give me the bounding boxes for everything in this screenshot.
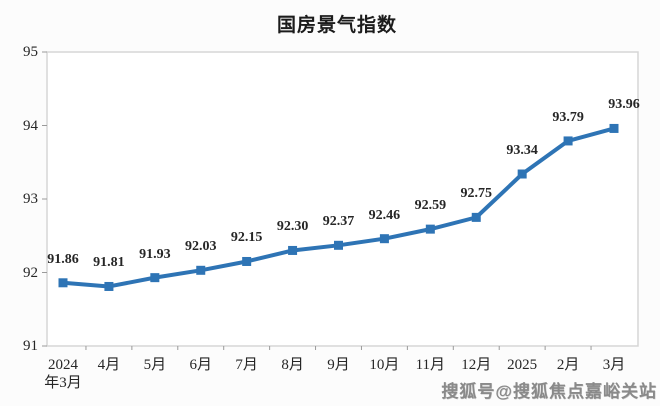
data-point-marker xyxy=(196,265,206,275)
data-point-marker xyxy=(150,273,160,283)
data-point-marker xyxy=(425,224,435,234)
y-axis-tick-label: 91 xyxy=(23,338,38,354)
data-point-marker xyxy=(334,240,343,250)
x-axis-tick-label: 10月 xyxy=(369,357,400,373)
x-axis-tick-label: 8月 xyxy=(281,357,304,373)
y-axis-tick-label: 94 xyxy=(23,117,38,134)
y-axis-tick-label: 95 xyxy=(23,44,38,60)
data-point-label: 91.81 xyxy=(93,255,125,271)
data-point-marker xyxy=(517,169,527,179)
data-point-label: 92.46 xyxy=(368,207,401,223)
data-point-label: 93.79 xyxy=(552,109,584,125)
x-axis-tick-label: 6月 xyxy=(189,357,213,373)
x-axis-tick-label: 5月 xyxy=(143,357,167,373)
x-axis-tick-label: 2024 年3月 xyxy=(44,357,82,391)
data-point-marker xyxy=(104,281,114,291)
x-axis-tick-label: 7月 xyxy=(235,357,258,373)
y-axis-tick-label: 92 xyxy=(23,264,38,281)
data-point-label: 92.37 xyxy=(322,214,355,230)
y-axis-tick-label: 93 xyxy=(23,191,38,207)
data-point-marker xyxy=(379,234,389,244)
x-axis-tick-label: 11月 xyxy=(415,357,446,373)
x-axis-tick-label: 9月 xyxy=(327,357,350,373)
x-axis-tick-label: 4月 xyxy=(97,357,121,373)
data-point-label: 92.75 xyxy=(460,186,493,202)
x-axis-tick-label: 3月 xyxy=(602,357,626,373)
data-point-label: 92.30 xyxy=(276,219,309,235)
data-point-marker xyxy=(242,256,252,266)
x-axis-tick-label: 2月 xyxy=(556,357,580,373)
data-point-label: 92.15 xyxy=(230,230,263,246)
x-axis-tick-label: 12月 xyxy=(461,357,492,373)
data-point-label: 92.59 xyxy=(414,198,447,214)
data-point-marker xyxy=(471,212,481,222)
watermark: 搜狐号@搜狐焦点嘉峪关站 xyxy=(441,382,657,401)
data-point-marker xyxy=(609,123,619,133)
chart-title: 国房景气指数 xyxy=(276,15,398,36)
data-point-label: 92.03 xyxy=(185,239,217,255)
plot-border xyxy=(46,51,639,347)
data-point-marker xyxy=(58,278,68,288)
data-point-label: 93.34 xyxy=(506,143,538,158)
data-point-marker xyxy=(288,245,298,255)
data-point-label: 93.96 xyxy=(608,97,640,113)
data-point-label: 91.93 xyxy=(139,246,171,262)
data-point-label: 91.86 xyxy=(47,251,79,267)
data-point-marker xyxy=(563,136,573,146)
x-axis-tick-label: 2025 xyxy=(507,357,538,373)
